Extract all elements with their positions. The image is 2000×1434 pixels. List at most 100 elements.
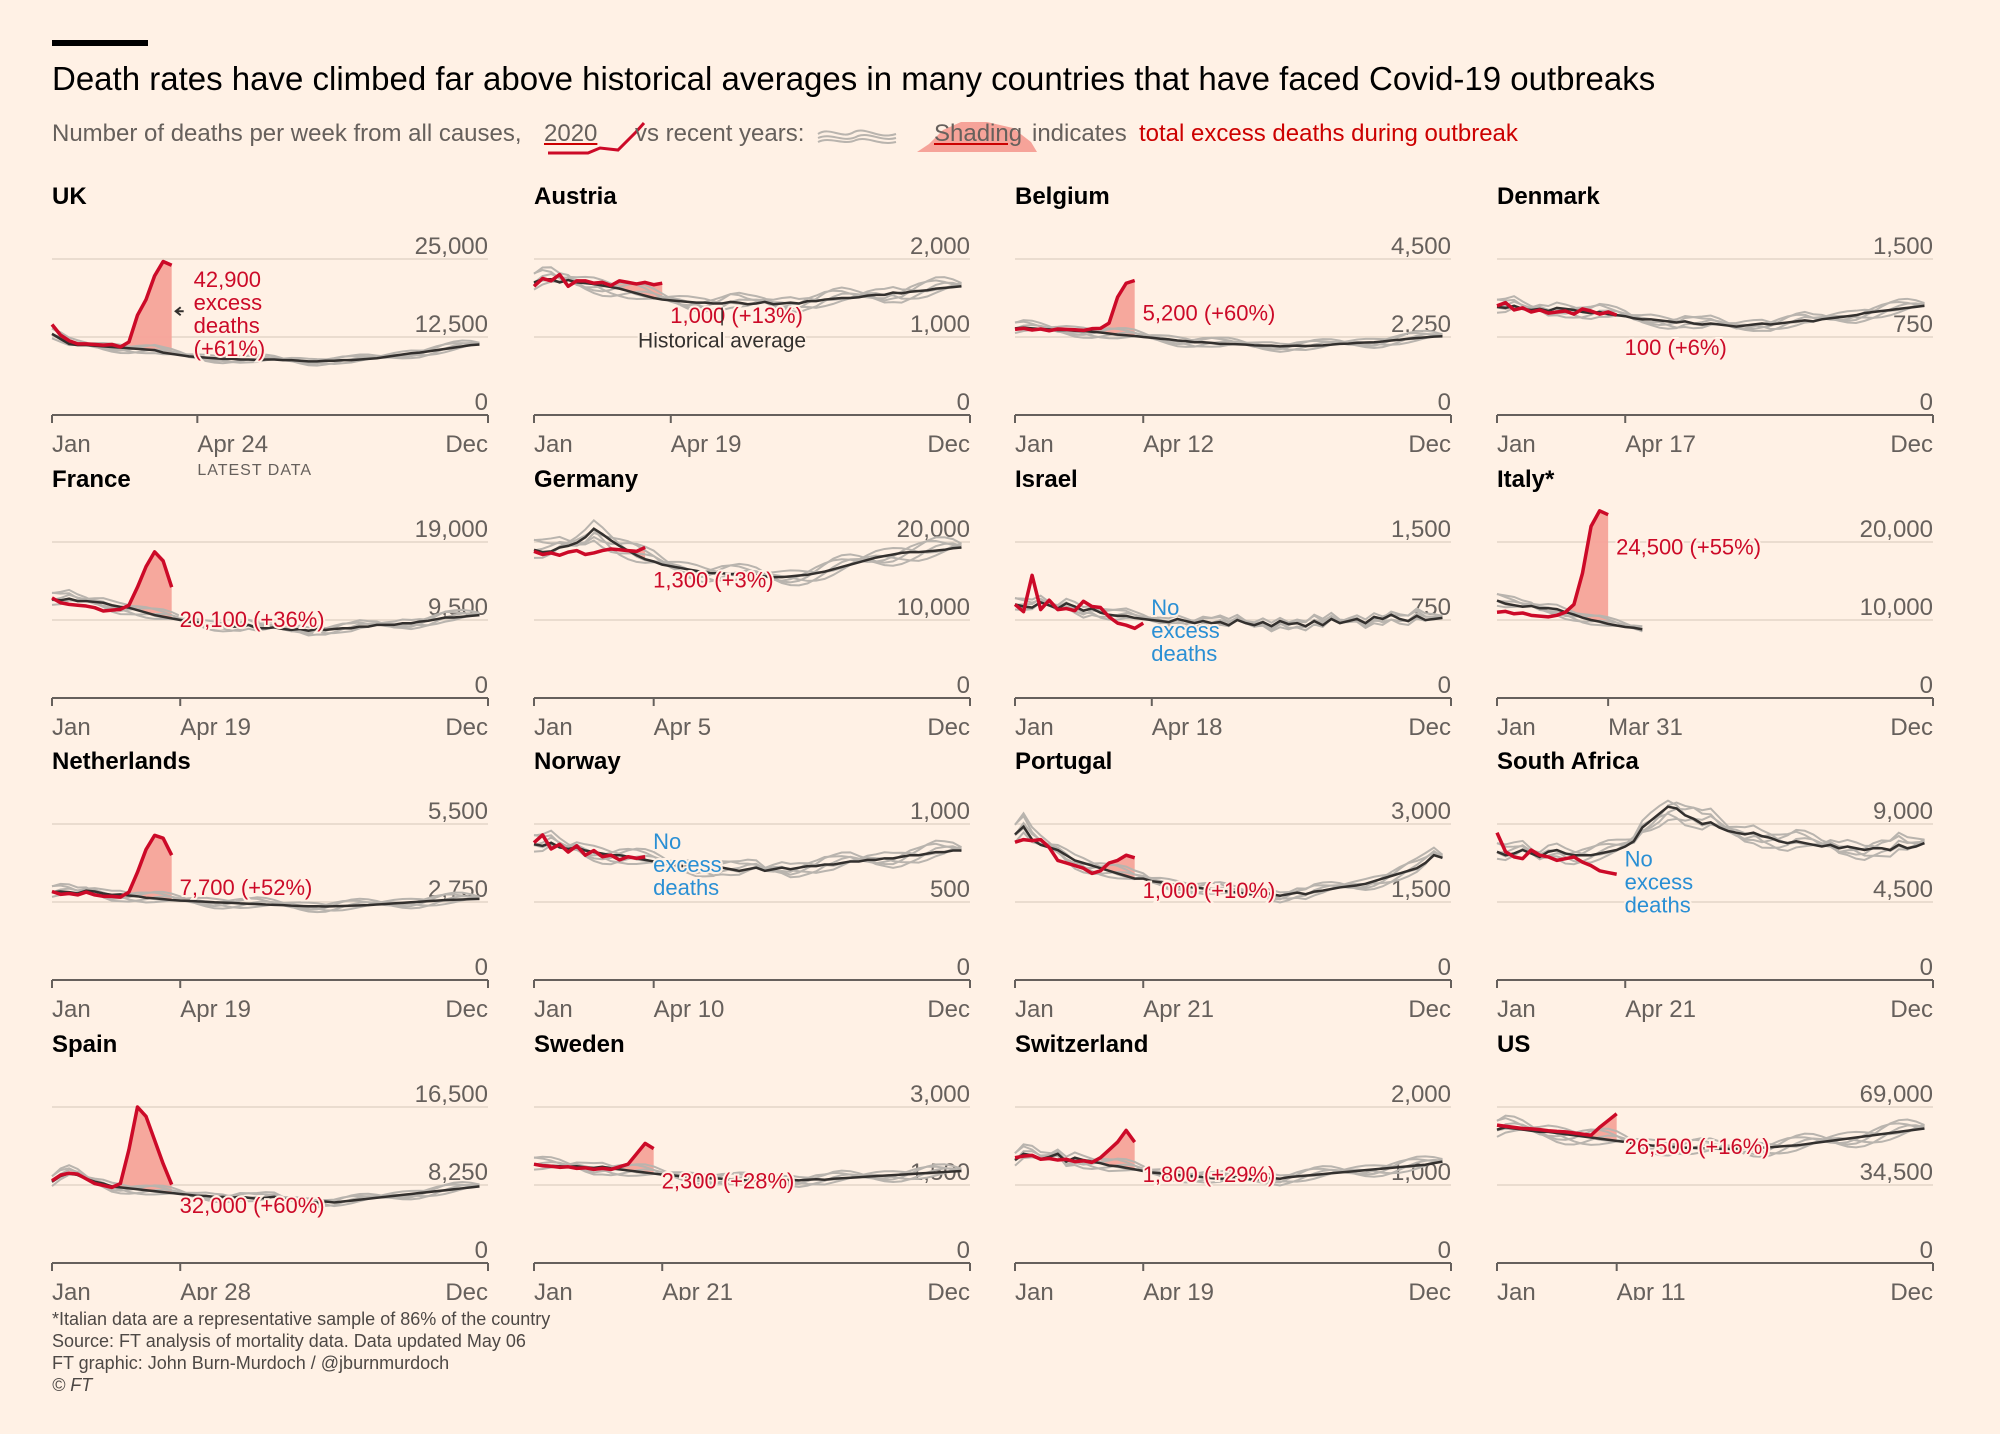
panel-title-austria: Austria [534,183,617,210]
brand-bar [52,40,148,46]
line-2020-austria [532,272,663,289]
history-line-us-3 [1496,1122,1925,1158]
x-label-germany-start: Jan [534,714,573,741]
x-label-austria-start: Jan [534,431,573,458]
x-label-uk-latest: Apr 24 [197,431,268,458]
line-2020-norway [532,833,646,862]
history-line-italy-3 [1496,599,1643,633]
x-label-austria-end: Dec [927,431,970,458]
average-line-germany [533,527,962,579]
x-label-spain-start: Jan [52,1279,91,1300]
annotation-uk-1: excess [194,290,262,315]
y-tick-norway-0: 1,000 [910,798,970,825]
x-label-portugal-end: Dec [1408,996,1451,1023]
x-label-norway-start: Jan [534,996,573,1023]
history-line-austria-3 [533,272,962,314]
subtitle-vs: vs recent years: [635,120,805,147]
history-line-belgium-2 [1014,319,1443,351]
x-label-sweden-start: Jan [534,1279,573,1300]
y-tick-portugal-0: 3,000 [1391,798,1451,825]
annotation-uk-3: (+61%) [194,336,266,361]
x-label-switzerland-latest: Apr 19 [1143,1279,1214,1300]
x-label-israel-end: Dec [1408,714,1451,741]
y-tick-austria-2: 0 [957,389,970,416]
annotation-netherlands-0: 7,700 (+52%) [180,875,313,900]
average-line-us [1496,1126,1925,1151]
footnote-credit: FT graphic: John Burn-Murdoch / @jburnmu… [52,1353,450,1373]
line-2020-spain [51,1105,174,1190]
y-tick-italy-2: 0 [1920,672,1933,699]
history-line-sweden-3 [533,1160,962,1188]
y-tick-us-0: 69,000 [1860,1081,1933,1108]
y-tick-us-1: 34,500 [1860,1159,1933,1186]
line-2020-france [51,550,174,613]
history-line-spain-3 [51,1168,480,1209]
y-tick-south-africa-1: 4,500 [1873,876,1933,903]
history-line-spain-2 [51,1164,480,1207]
y-tick-uk-0: 25,000 [415,233,488,260]
x-label-spain-latest: Apr 28 [180,1279,251,1300]
excess-shading-belgium [1100,280,1135,336]
x-label-portugal-start: Jan [1015,996,1054,1023]
annotation-spain-0: 32,000 (+60%) [180,1193,325,1218]
y-tick-france-2: 0 [475,672,488,699]
y-tick-sweden-0: 3,000 [910,1081,970,1108]
history-line-uk-2 [51,327,480,366]
chart-title: Death rates have climbed far above histo… [52,60,1656,97]
y-tick-italy-1: 10,000 [1860,594,1933,621]
x-label-denmark-latest: Apr 17 [1625,431,1696,458]
subtitle-year: 2020 [544,120,598,147]
y-tick-spain-2: 0 [475,1237,488,1264]
x-label-norway-end: Dec [927,996,970,1023]
history-line-israel-3 [1014,597,1443,633]
x-label-france-end: Dec [445,714,488,741]
line-2020-denmark [1496,300,1618,317]
x-label-sweden-end: Dec [927,1279,970,1300]
history-line-germany-2 [533,535,962,584]
historical-average-label: Historical average [638,329,806,352]
x-label-south-africa-start: Jan [1497,996,1536,1023]
y-tick-denmark-2: 0 [1920,389,1933,416]
y-tick-israel-2: 0 [1438,672,1451,699]
excess-shading-france [128,551,172,619]
y-tick-belgium-2: 0 [1438,389,1451,416]
history-line-us-2 [1496,1114,1925,1155]
subtitle-indicates: indicates [1032,120,1127,147]
y-tick-portugal-1: 1,500 [1391,876,1451,903]
average-line-norway [533,841,962,873]
x-label-south-africa-latest: Apr 21 [1625,996,1696,1023]
x-label-uk-end: Dec [445,431,488,458]
x-label-france-latest: Apr 19 [180,714,251,741]
x-label-us-latest: Apr 11 [1617,1279,1686,1300]
y-tick-belgium-0: 4,500 [1391,233,1451,260]
y-tick-austria-0: 2,000 [910,233,970,260]
line-2020-italy [1496,509,1609,619]
panel-title-switzerland: Switzerland [1015,1031,1149,1058]
annotation-switzerland-0: 1,800 (+29%) [1143,1162,1276,1187]
history-line-sweden-2 [533,1155,962,1185]
y-tick-portugal-2: 0 [1438,954,1451,981]
y-tick-france-0: 19,000 [415,516,488,543]
no-excess-south-africa-1: excess [1625,869,1693,894]
annotation-sweden-0: 2,300 (+28%) [662,1169,795,1194]
no-excess-norway-0: No [653,829,681,854]
x-label-belgium-start: Jan [1015,431,1054,458]
y-tick-netherlands-0: 5,500 [428,798,488,825]
no-excess-israel-2: deaths [1151,641,1217,666]
x-label-denmark-start: Jan [1497,431,1536,458]
history-line-netherlands-2 [51,882,480,911]
y-tick-switzerland-0: 2,000 [1391,1081,1451,1108]
annotation-uk-2: deaths [194,313,260,338]
annotation-arrow-uk [174,306,184,317]
legend-history-swatch [817,129,897,144]
footnote-copyright: © FT [52,1375,93,1395]
history-line-norway-3 [533,836,962,879]
y-tick-south-africa-0: 9,000 [1873,798,1933,825]
x-label-us-end: Dec [1890,1279,1933,1300]
x-label-france-start: Jan [52,714,91,741]
annotation-portugal-0: 1,000 (+10%) [1143,878,1276,903]
no-excess-norway-2: deaths [653,875,719,900]
x-label-netherlands-end: Dec [445,996,488,1023]
y-tick-germany-2: 0 [957,672,970,699]
legend-2020-swatch [548,122,646,155]
